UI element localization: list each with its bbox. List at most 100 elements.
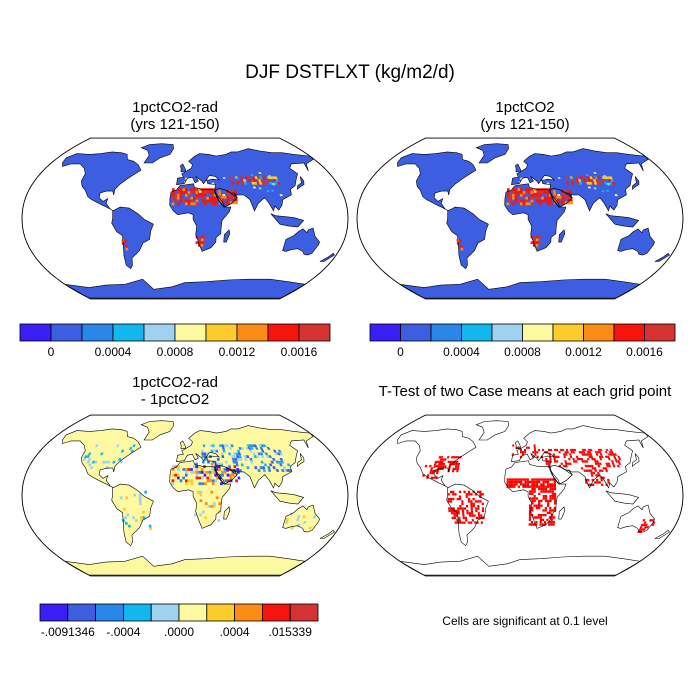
data-cell xyxy=(206,196,209,200)
significant-cell xyxy=(553,460,557,463)
data-cell xyxy=(209,476,212,480)
map-content xyxy=(397,143,670,299)
significant-cell xyxy=(585,469,589,472)
data-cell xyxy=(179,196,183,200)
significant-cell xyxy=(533,490,536,493)
data-cell xyxy=(275,460,280,464)
data-cell xyxy=(214,196,217,200)
land-madagascar xyxy=(558,229,565,243)
data-cell xyxy=(240,179,244,182)
data-cell xyxy=(303,521,307,524)
data-cell xyxy=(274,176,278,180)
data-cell xyxy=(207,460,210,464)
colorbar-panel-3: -.0091346 -.0004 .0000 .0004 .015339 xyxy=(39,603,319,639)
data-cell xyxy=(276,452,281,456)
data-cell xyxy=(536,235,539,239)
significant-cell xyxy=(566,451,569,454)
data-cell xyxy=(260,449,265,453)
data-cell xyxy=(604,181,608,185)
significant-cell xyxy=(457,512,460,515)
significant-cell xyxy=(604,451,608,454)
significant-cell xyxy=(467,497,471,501)
significant-cell xyxy=(528,514,532,517)
data-cell xyxy=(220,482,223,486)
data-cell xyxy=(578,179,582,182)
significant-cell xyxy=(539,521,542,524)
data-cell xyxy=(286,469,290,472)
coastline-north-america xyxy=(62,428,142,489)
significant-cell xyxy=(551,483,554,486)
data-cell xyxy=(509,193,513,197)
significant-cell xyxy=(538,487,541,491)
data-cell xyxy=(255,455,260,458)
data-cell xyxy=(215,496,219,500)
significant-cell xyxy=(587,478,590,482)
significant-cell xyxy=(544,514,547,517)
significant-cell xyxy=(587,469,591,472)
data-cell xyxy=(261,181,265,185)
data-cell xyxy=(239,458,243,461)
data-cell xyxy=(265,179,269,182)
significant-cell xyxy=(553,480,556,484)
data-cell xyxy=(582,176,586,180)
significant-cell xyxy=(607,458,611,461)
significant-cell xyxy=(609,453,613,456)
data-cell xyxy=(268,455,272,458)
significant-cell xyxy=(449,460,453,463)
data-cell xyxy=(275,179,280,182)
data-cell xyxy=(533,193,536,197)
data-cell xyxy=(201,510,205,514)
significant-cell xyxy=(539,523,542,526)
significant-cell xyxy=(480,521,484,524)
significant-cell xyxy=(538,504,541,507)
significant-cell xyxy=(552,453,556,456)
data-cell xyxy=(171,473,175,477)
data-cell xyxy=(199,513,202,517)
significant-cell xyxy=(569,462,572,465)
data-cell xyxy=(211,468,214,471)
data-cell xyxy=(593,172,597,174)
significant-cell xyxy=(584,464,588,468)
data-cell xyxy=(198,470,201,474)
significant-cell xyxy=(453,512,456,515)
significant-cell xyxy=(550,518,553,521)
data-cell xyxy=(195,470,199,474)
data-cell xyxy=(549,196,552,200)
significant-cell xyxy=(511,483,514,486)
data-cell xyxy=(218,193,222,196)
data-cell xyxy=(528,202,531,206)
significant-cell xyxy=(564,462,568,465)
significant-cell xyxy=(534,453,537,456)
data-cell xyxy=(227,201,230,205)
data-cell xyxy=(520,191,523,194)
significant-cell xyxy=(433,463,437,466)
data-cell xyxy=(195,476,199,480)
map-panel-1pctco2 xyxy=(356,137,684,300)
colorbar-tick-label: 0.0016 xyxy=(626,345,663,359)
data-cell xyxy=(177,468,180,471)
significant-cell xyxy=(597,464,601,468)
data-cell xyxy=(262,444,267,448)
data-cell xyxy=(570,201,573,205)
data-cell xyxy=(297,515,301,519)
significant-cell xyxy=(535,483,538,486)
data-cell xyxy=(206,199,210,203)
significant-cell xyxy=(438,462,442,465)
data-cell xyxy=(279,463,283,467)
data-cell xyxy=(177,476,180,480)
significant-cell xyxy=(607,478,610,482)
significant-cell xyxy=(542,478,545,481)
data-cell xyxy=(185,191,188,194)
data-cell xyxy=(123,507,126,511)
significant-cell xyxy=(528,523,531,526)
significant-cell xyxy=(542,485,545,488)
data-cell xyxy=(250,460,254,464)
data-cell xyxy=(190,202,194,206)
coastline-arabia xyxy=(549,464,573,485)
data-cell xyxy=(221,444,225,448)
data-cell xyxy=(174,193,178,197)
data-cell xyxy=(208,188,212,192)
significant-cell xyxy=(595,478,599,482)
significant-cell xyxy=(479,500,482,503)
data-cell xyxy=(250,174,254,176)
